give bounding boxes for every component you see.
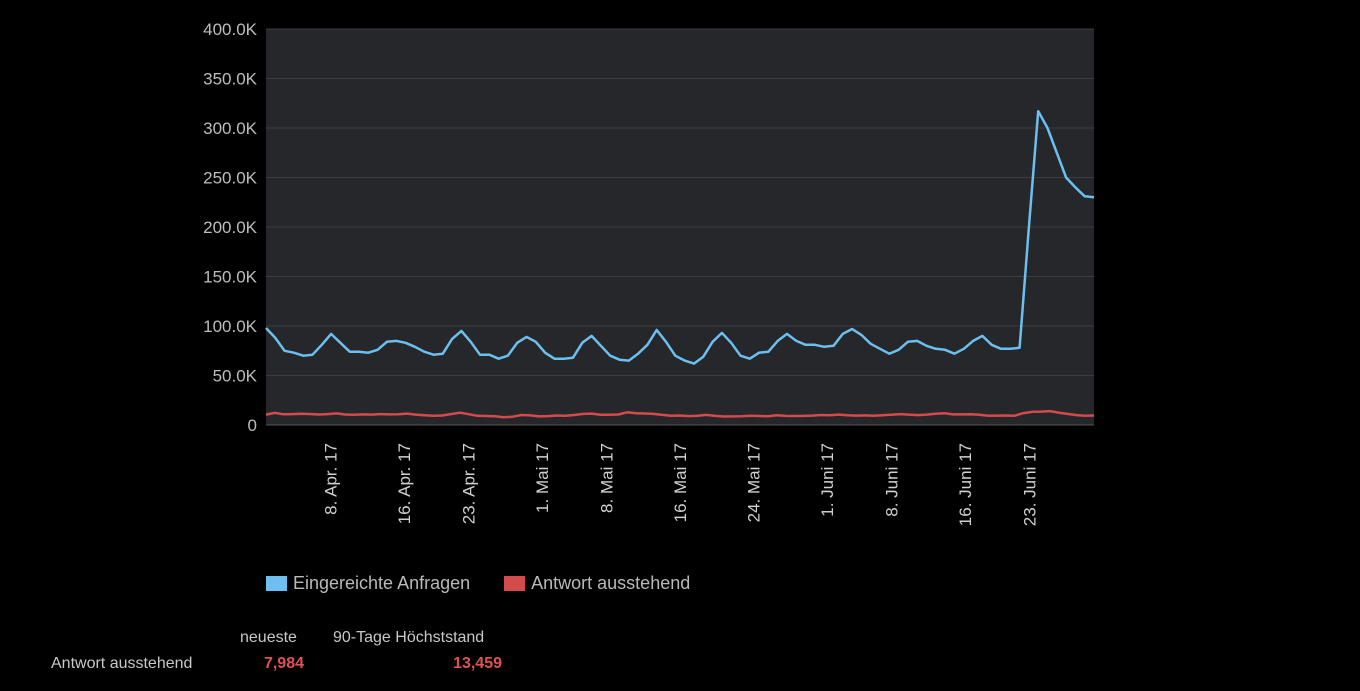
legend-label: Antwort ausstehend: [531, 572, 691, 593]
legend-label: Eingereichte Anfragen: [293, 572, 471, 593]
legend-item-antwort-ausstehend[interactable]: Antwort ausstehend: [504, 573, 690, 594]
stats-row-label: Antwort ausstehend: [51, 655, 193, 672]
x-tick-label: 23. Juni 17: [1021, 443, 1040, 526]
y-tick-label: 400.0K: [203, 20, 258, 39]
line-chart: 0 50.0K 100.0K 150.0K 200.0K 250.0K 300.0K 350.…: [203, 20, 1095, 526]
y-tick-label: 0: [248, 416, 257, 435]
x-tick-label: 8. Juni 17: [883, 443, 902, 517]
legend-swatch-red: [504, 575, 526, 591]
x-axis: 8. Apr. 17 16. Apr. 17 23. Apr. 17 1. Mai 1…: [321, 443, 1039, 526]
legend-item-eingereichte-anfragen[interactable]: Eingereichte Anfragen: [266, 573, 470, 594]
x-tick-label: 16. Apr. 17: [395, 443, 414, 524]
stats-latest-value: 7,984: [263, 655, 304, 672]
stats-max-value: 13,459: [453, 655, 502, 672]
y-axis: 0 50.0K 100.0K 150.0K 200.0K 250.0K 300.0K 350.…: [203, 20, 258, 435]
stats-header-latest: neueste: [240, 629, 297, 646]
grid-lines: [266, 28, 1094, 426]
legend: Eingereichte Anfragen Antwort ausstehend: [266, 571, 690, 595]
x-tick-label: 1. Mai 17: [533, 443, 552, 513]
x-tick-label: 16. Juni 17: [956, 443, 975, 526]
y-tick-label: 150.0K: [203, 268, 258, 287]
x-tick-label: 23. Apr. 17: [459, 443, 478, 524]
x-tick-label: 24. Mai 17: [745, 443, 764, 522]
series-line-0: [265, 109, 1095, 365]
x-tick-label: 8. Apr. 17: [321, 443, 340, 515]
y-tick-label: 250.0K: [203, 169, 258, 188]
y-tick-label: 50.0K: [213, 367, 258, 386]
series-layer: [265, 109, 1095, 419]
series-line-1: [265, 409, 1095, 419]
legend-swatch-blue: [266, 575, 287, 591]
y-tick-label: 300.0K: [203, 119, 258, 138]
y-tick-label: 200.0K: [203, 218, 258, 237]
y-tick-label: 100.0K: [203, 317, 258, 336]
x-tick-label: 1. Juni 17: [818, 443, 837, 517]
stats-header-max: 90-Tage Höchststand: [333, 629, 485, 646]
x-tick-label: 16. Mai 17: [671, 443, 690, 522]
y-tick-label: 350.0K: [203, 70, 258, 89]
x-tick-label: 8. Mai 17: [597, 443, 616, 513]
